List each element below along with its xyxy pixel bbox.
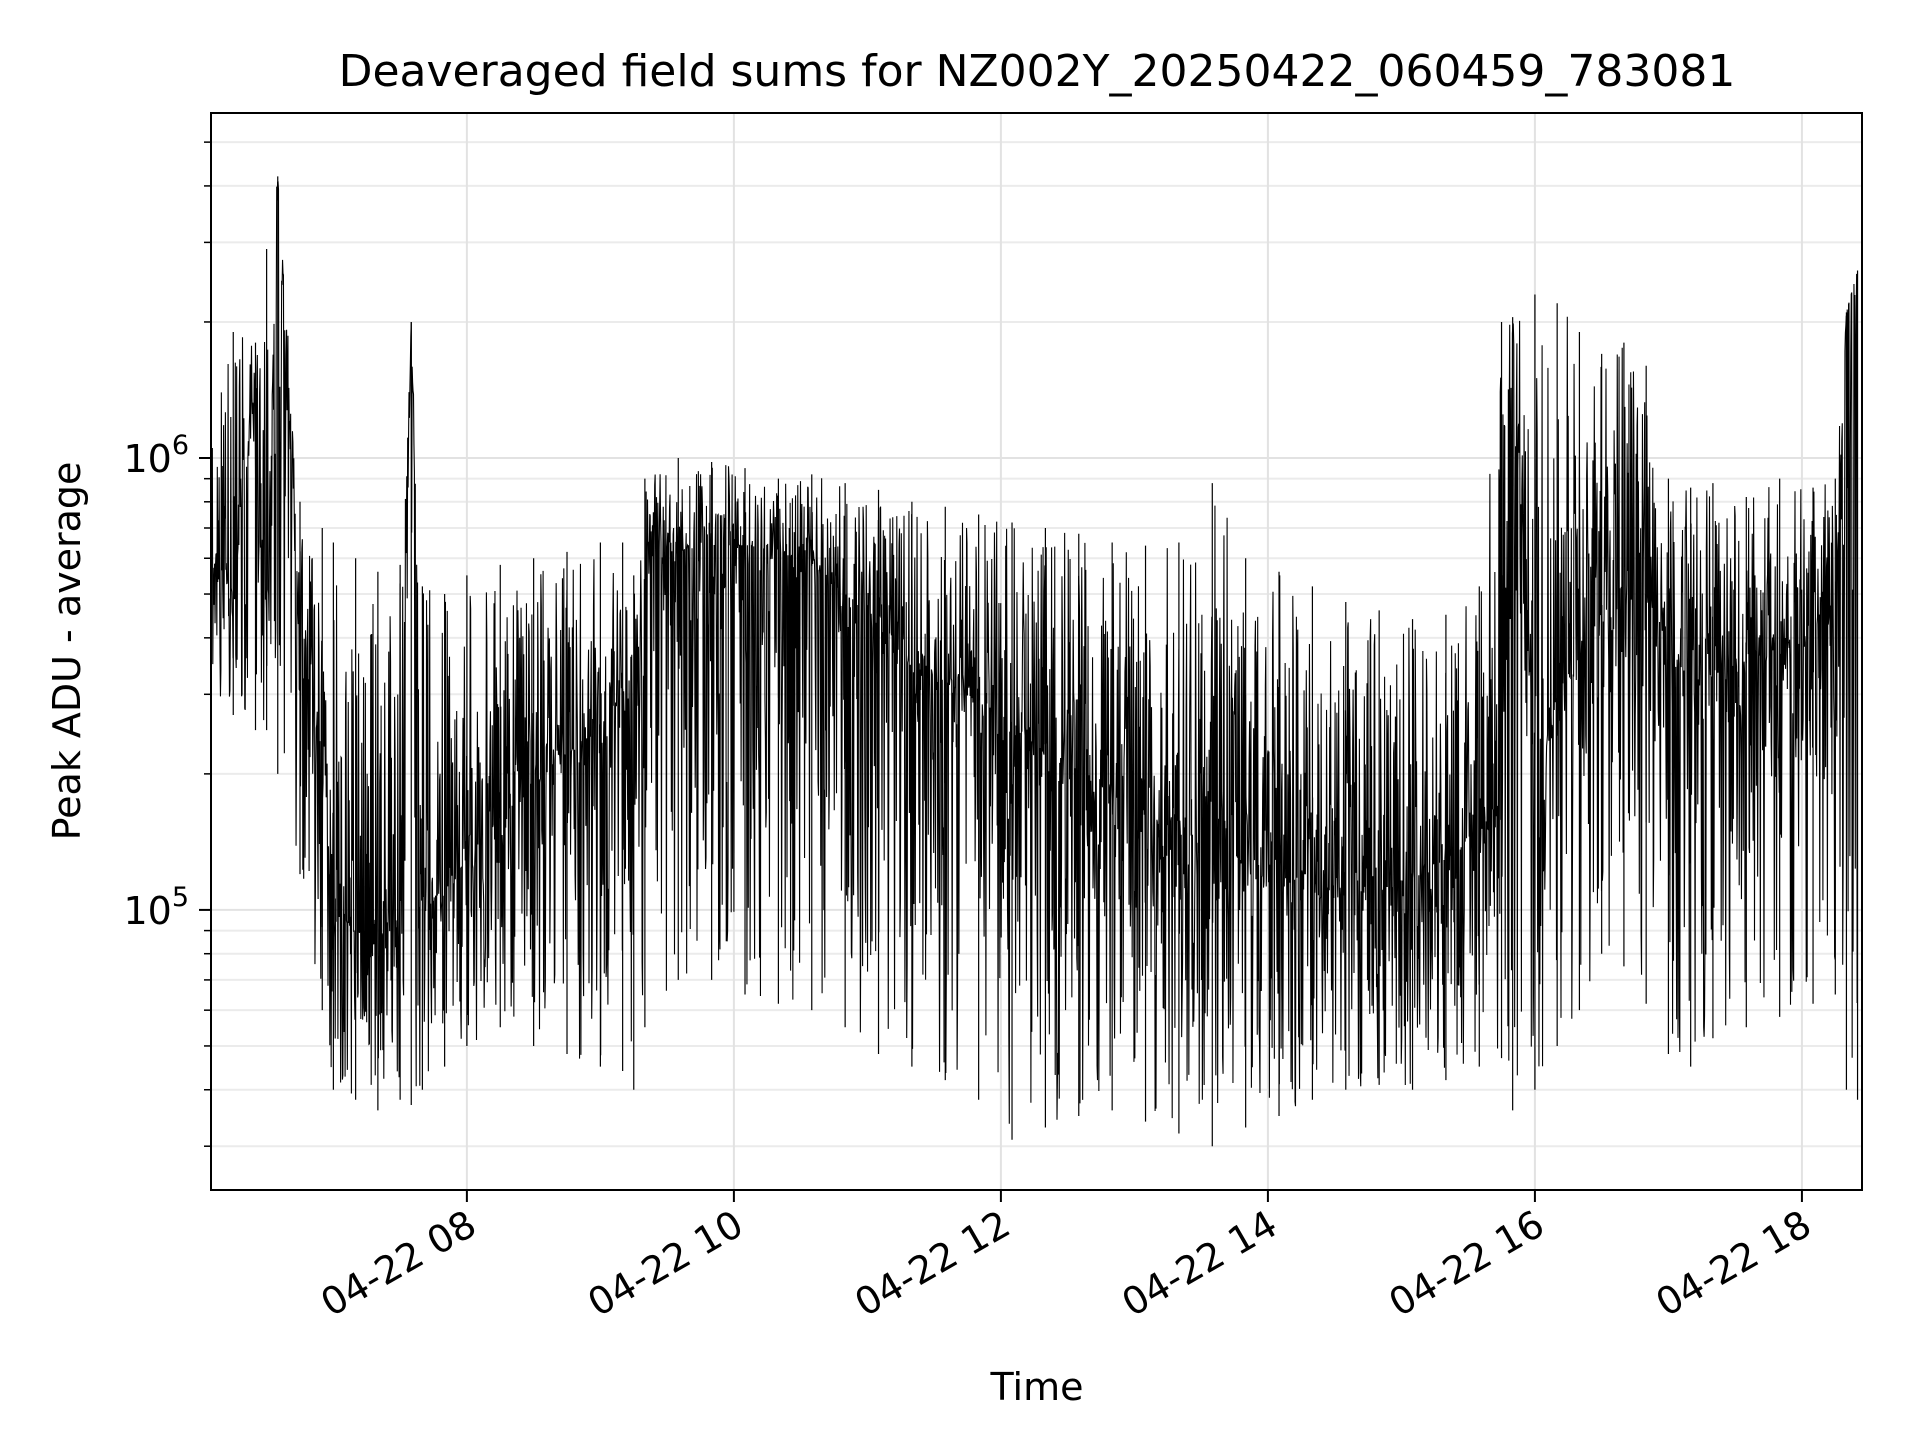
y-tick-label: 106: [123, 430, 189, 481]
plot-frame: [210, 112, 1863, 1191]
data-trace: [210, 176, 1859, 1147]
y-axis: 105 106: [123, 141, 211, 1147]
y-tick-label: 105: [123, 882, 189, 933]
series-line: [210, 181, 1858, 1124]
y-axis-label: Peak ADU - average: [45, 462, 89, 841]
chart-title: Deaveraged field sums for NZ002Y_2025042…: [339, 46, 1736, 97]
x-axis-label: Time: [990, 1365, 1084, 1409]
